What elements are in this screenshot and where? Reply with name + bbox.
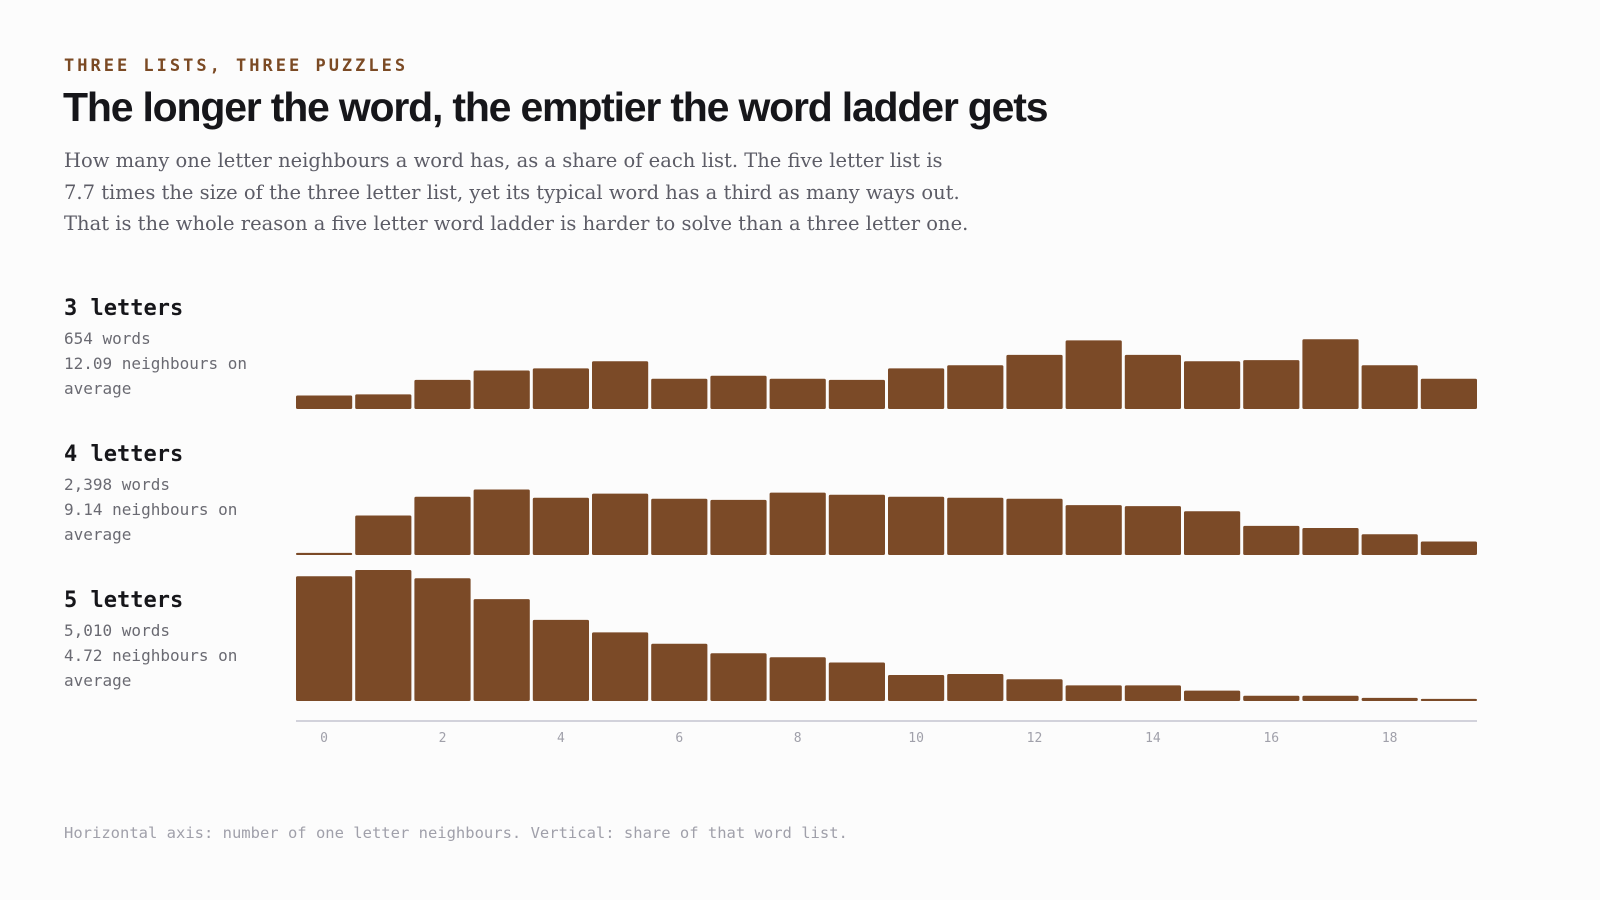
panel-name: 4 letters	[64, 442, 184, 467]
bar-18-neighbours	[1361, 697, 1418, 701]
bar-5-neighbours	[592, 361, 649, 409]
bar-4-neighbours	[532, 497, 589, 555]
x-tick-label: 6	[675, 731, 683, 746]
panel-average: 9.14 neighbours on average	[64, 500, 238, 544]
panel-label-4-letters: 4 letters 2,398 words 9.14 neighbours on…	[64, 442, 274, 547]
bar-0-neighbours	[296, 552, 353, 555]
axis-footnote: Horizontal axis: number of one letter ne…	[64, 824, 848, 842]
panel-name: 5 letters	[64, 588, 184, 613]
panel-label-5-letters: 5 letters 5,010 words 4.72 neighbours on…	[64, 588, 274, 693]
bar-9-neighbours	[828, 494, 885, 555]
bar-8-neighbours	[769, 657, 826, 701]
bar-3-neighbours	[473, 599, 530, 701]
bar-7-neighbours	[710, 653, 767, 701]
bar-10-neighbours	[888, 675, 945, 701]
bar-4-neighbours	[532, 619, 589, 701]
bar-13-neighbours	[1065, 685, 1122, 701]
panel-name: 3 letters	[64, 296, 184, 321]
bar-15-neighbours	[1184, 511, 1241, 555]
bar-3-neighbours	[473, 489, 530, 555]
bar-5-neighbours	[592, 632, 649, 701]
bar-14-neighbours	[1124, 354, 1181, 409]
bar-19-neighbours	[1420, 541, 1477, 555]
bar-2-neighbours	[414, 379, 471, 409]
x-tick-label: 16	[1263, 731, 1279, 746]
bar-4-neighbours	[532, 368, 589, 409]
bar-13-neighbours	[1065, 505, 1122, 555]
x-tick-label: 0	[320, 731, 328, 746]
bar-6-neighbours	[651, 643, 708, 701]
bar-15-neighbours	[1184, 361, 1241, 409]
bar-11-neighbours	[947, 674, 1004, 701]
bar-17-neighbours	[1302, 339, 1359, 409]
panel-bars-4-letters	[296, 489, 1477, 555]
bar-18-neighbours	[1361, 365, 1418, 409]
bar-19-neighbours	[1420, 378, 1477, 409]
bar-10-neighbours	[888, 496, 945, 555]
chart-subtitle: How many one letter neighbours a word ha…	[64, 149, 969, 235]
bar-11-neighbours	[947, 497, 1004, 555]
panel-word-count: 2,398 words	[64, 475, 170, 494]
bar-12-neighbours	[1006, 679, 1063, 701]
bar-16-neighbours	[1243, 360, 1300, 409]
bar-12-neighbours	[1006, 498, 1063, 555]
bar-1-neighbours	[355, 515, 412, 555]
bar-16-neighbours	[1243, 695, 1300, 701]
bar-3-neighbours	[473, 370, 530, 409]
bar-8-neighbours	[769, 492, 826, 555]
bar-0-neighbours	[296, 395, 353, 409]
bar-11-neighbours	[947, 365, 1004, 409]
panel-average: 12.09 neighbours on average	[64, 354, 248, 398]
bar-7-neighbours	[710, 375, 767, 409]
bar-6-neighbours	[651, 378, 708, 409]
bar-2-neighbours	[414, 578, 471, 701]
panel-word-count: 654 words	[64, 329, 151, 348]
bar-1-neighbours	[355, 570, 412, 701]
bar-14-neighbours	[1124, 685, 1181, 701]
bar-9-neighbours	[828, 662, 885, 701]
bar-6-neighbours	[651, 498, 708, 555]
panel-label-3-letters: 3 letters 654 words 12.09 neighbours on …	[64, 296, 274, 401]
x-tick-label: 4	[557, 731, 565, 746]
panel-average: 4.72 neighbours on average	[64, 646, 238, 690]
x-tick-label: 8	[794, 731, 802, 746]
panel-bars-5-letters	[296, 570, 1477, 701]
bar-7-neighbours	[710, 499, 767, 555]
bar-5-neighbours	[592, 493, 649, 555]
bar-2-neighbours	[414, 496, 471, 555]
chart-title: The longer the word, the emptier the wor…	[63, 84, 1049, 130]
x-tick-label: 14	[1145, 731, 1161, 746]
bar-16-neighbours	[1243, 525, 1300, 555]
bar-17-neighbours	[1302, 528, 1359, 555]
panel-word-count: 5,010 words	[64, 621, 170, 640]
bar-1-neighbours	[355, 394, 412, 409]
bar-13-neighbours	[1065, 340, 1122, 409]
x-tick-label: 2	[439, 731, 447, 746]
bar-0-neighbours	[296, 576, 353, 701]
x-tick-label: 18	[1382, 731, 1398, 746]
x-tick-label: 10	[908, 731, 924, 746]
x-tick-label: 12	[1027, 731, 1043, 746]
bar-18-neighbours	[1361, 534, 1418, 555]
bar-17-neighbours	[1302, 695, 1359, 701]
bar-14-neighbours	[1124, 506, 1181, 555]
bar-19-neighbours	[1420, 698, 1477, 701]
bar-15-neighbours	[1184, 690, 1241, 701]
chart-kicker: THREE LISTS, THREE PUZZLES	[64, 56, 409, 76]
bar-8-neighbours	[769, 378, 826, 409]
panel-bars-3-letters	[296, 339, 1477, 409]
bar-12-neighbours	[1006, 354, 1063, 409]
bar-9-neighbours	[828, 379, 885, 409]
bar-10-neighbours	[888, 368, 945, 409]
